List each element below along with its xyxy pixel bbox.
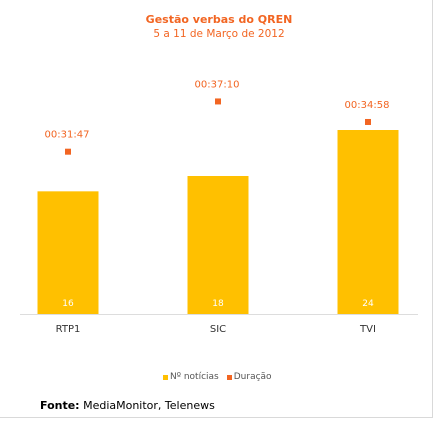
source-note: Fonte: MediaMonitor, Telenews <box>40 399 215 412</box>
bar-value-label: 24 <box>362 299 374 309</box>
duration-label: 00:37:10 <box>195 79 240 90</box>
source-label: Fonte: <box>40 399 80 412</box>
legend-label-duracao: Duração <box>233 372 272 382</box>
legend-swatch-duracao <box>226 374 232 380</box>
duration-label: 00:31:47 <box>45 130 90 141</box>
duration-marker-sic <box>215 98 221 105</box>
chart-subtitle: 5 a 11 de Março de 2012 <box>153 28 285 40</box>
duration-marker-tvi <box>365 118 371 125</box>
bar-sic <box>187 176 249 314</box>
category-label: SIC <box>210 324 226 335</box>
duration-label: 00:34:58 <box>345 100 390 111</box>
chart-title: Gestão verbas do QREN <box>145 13 293 26</box>
category-label: RTP1 <box>56 324 81 335</box>
legend-item-noticias: Nº notícias <box>163 372 219 382</box>
duration-marker-rtp1 <box>65 148 71 155</box>
chart-legend: Nº notícias Duração <box>163 372 272 382</box>
chart-frame <box>0 0 433 418</box>
bar-rtp1 <box>37 191 99 314</box>
bar-value-label: 18 <box>212 299 224 309</box>
source-text: MediaMonitor, Telenews <box>79 399 215 412</box>
bar-tvi <box>337 130 399 314</box>
legend-swatch-noticias <box>163 374 168 380</box>
bar-value-label: 16 <box>62 299 74 309</box>
legend-label-noticias: Nº notícias <box>170 372 219 382</box>
category-label: TVI <box>359 324 376 335</box>
legend-item-duracao: Duração <box>226 372 272 382</box>
